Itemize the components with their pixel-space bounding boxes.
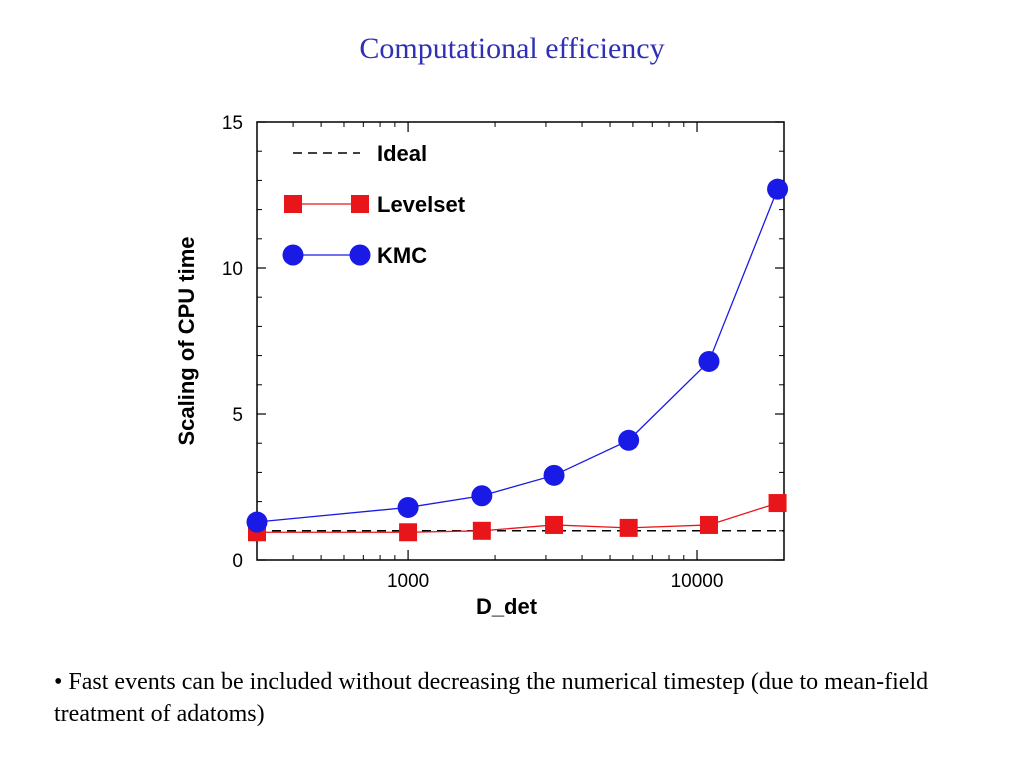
levelset-point — [545, 515, 564, 534]
y-tick-label: 15 — [222, 113, 243, 134]
levelset-point — [472, 521, 491, 540]
kmc-point — [767, 178, 789, 200]
bullet-point: • Fast events can be included without de… — [54, 669, 929, 727]
legend-levelset-label: Levelset — [377, 192, 466, 217]
plot-frame — [256, 121, 785, 561]
legend-levelset-marker — [284, 195, 302, 213]
slide-title: Computational efficiency — [359, 32, 665, 65]
cpu-scaling-chart: 0 5 10 15 1000 10000 Ideal Levelset KMC Scaling… — [174, 113, 789, 619]
y-tick-label: 0 — [232, 551, 243, 572]
levelset-point — [619, 518, 638, 537]
levelset-point — [768, 494, 787, 513]
kmc-series-line — [256, 188, 779, 523]
kmc-point — [698, 350, 720, 372]
kmc-point — [246, 511, 268, 533]
kmc-point — [543, 464, 565, 486]
legend-kmc-marker — [282, 244, 304, 266]
y-tick-label: 5 — [232, 405, 243, 426]
x-tick-label: 1000 — [387, 571, 429, 592]
y-axis-label: Scaling of CPU time — [174, 236, 199, 445]
legend-kmc-label: KMC — [377, 243, 427, 268]
levelset-point — [399, 523, 418, 542]
kmc-point — [397, 496, 419, 518]
levelset-point — [699, 515, 718, 534]
y-tick-label: 10 — [222, 259, 243, 280]
kmc-point — [471, 485, 493, 507]
levelset-series-line — [257, 502, 778, 533]
x-axis-label: D_det — [476, 594, 538, 619]
x-tick-label: 10000 — [671, 571, 724, 592]
legend-kmc-marker — [349, 244, 371, 266]
kmc-point — [618, 429, 640, 451]
legend-ideal-label: Ideal — [377, 141, 427, 166]
legend-levelset-marker — [351, 195, 369, 213]
